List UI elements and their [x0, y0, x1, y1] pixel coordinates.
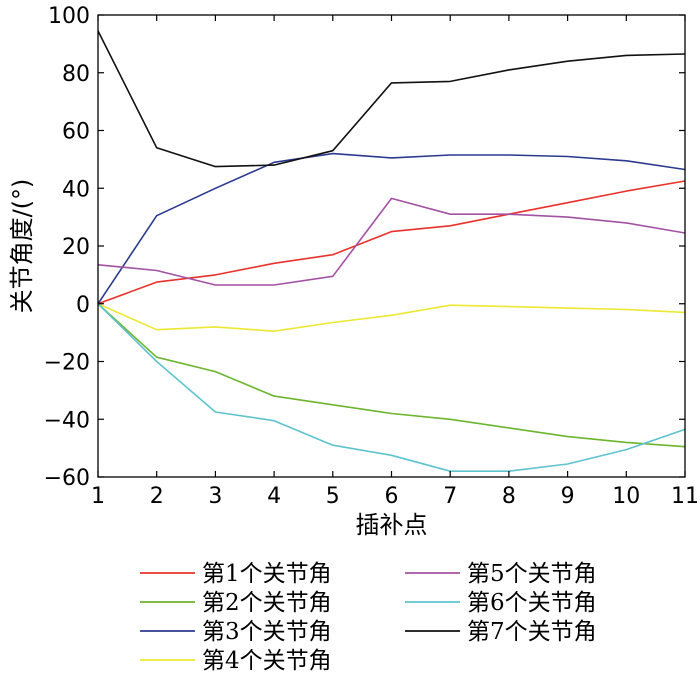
legend-label-1: 第1个关节角 [202, 561, 332, 587]
legend-label-2: 第2个关节角 [202, 590, 332, 616]
legend-label-7: 第7个关节角 [467, 619, 597, 645]
y-tick-label: 40 [62, 177, 90, 202]
y-axis-label: 关节角度/(°) [8, 179, 36, 314]
x-tick-label: 4 [267, 484, 281, 509]
y-tick-label: −20 [44, 351, 90, 376]
legend-label-5: 第5个关节角 [467, 561, 597, 587]
series-lines [97, 30, 686, 473]
y-tick-label: 20 [62, 235, 90, 260]
legend-label-6: 第6个关节角 [467, 590, 597, 616]
y-tick-label: 60 [62, 120, 90, 145]
y-tick-label: −60 [44, 466, 90, 491]
x-axis-label: 插补点 [356, 511, 428, 539]
series-line-7 [97, 30, 686, 168]
series-line-4 [97, 303, 686, 333]
x-tick-label: 8 [502, 484, 516, 509]
x-tick-label: 7 [443, 484, 457, 509]
y-tick-label: 80 [62, 62, 90, 87]
x-tick-label: 5 [326, 484, 340, 509]
x-tick-label: 1 [91, 484, 105, 509]
axes [97, 14, 686, 478]
y-tick-label: −40 [44, 408, 90, 433]
series-line-6 [97, 303, 686, 473]
x-tick-label: 2 [150, 484, 164, 509]
x-tick-label: 6 [385, 484, 399, 509]
series-line-2 [97, 303, 686, 448]
series-line-1 [97, 180, 686, 305]
y-tick-label: 100 [48, 4, 90, 29]
x-tick-label: 3 [208, 484, 222, 509]
legend-label-3: 第3个关节角 [202, 619, 332, 645]
series-line-3 [97, 152, 686, 305]
axis-ticks: 1 2 3 4 5 6 7 8 9 10 11 −60 −40 −20 0 20 40 60 80 100 [44, 4, 699, 509]
x-tick-label: 11 [671, 484, 699, 509]
x-tick-label: 10 [612, 484, 640, 509]
plot-frame [97, 14, 686, 478]
series-line-5 [97, 197, 686, 286]
x-tick-label: 9 [561, 484, 575, 509]
y-tick-label: 0 [76, 293, 90, 318]
legend-label-4: 第4个关节角 [202, 648, 332, 674]
